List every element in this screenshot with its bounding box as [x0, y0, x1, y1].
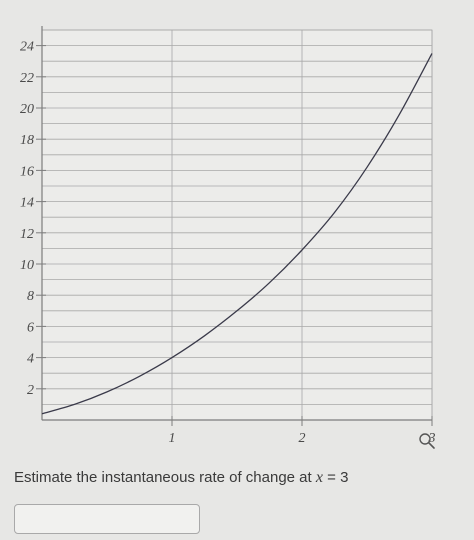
- series-line: [41, 53, 433, 415]
- chart-series: [41, 53, 433, 415]
- y-tick-label: 24: [20, 40, 34, 55]
- x-tick-label: 1: [169, 431, 176, 446]
- y-tick-label: 6: [27, 320, 34, 335]
- y-tick-label: 2: [27, 383, 34, 398]
- x-tick-label: 3: [428, 431, 436, 446]
- answer-input[interactable]: [14, 504, 200, 534]
- chart-axes: [41, 26, 432, 421]
- y-tick-label: 14: [20, 196, 34, 211]
- y-tick-label: 12: [20, 227, 34, 242]
- x-tick-label: 2: [299, 431, 306, 446]
- zoom-icon[interactable]: [418, 432, 436, 450]
- y-tick-label: 16: [20, 164, 34, 179]
- math-equals: =: [322, 469, 341, 486]
- y-tick-label: 18: [20, 133, 34, 148]
- y-tick-label: 20: [20, 102, 34, 117]
- math-value: 3: [340, 469, 349, 486]
- question-text: Estimate the instantaneous rate of chang…: [14, 469, 348, 487]
- chart-grid: [41, 29, 433, 421]
- question-prefix: Estimate the instantaneous rate of chang…: [14, 469, 316, 486]
- y-tick-label: 4: [27, 352, 34, 367]
- math-variable: x: [315, 469, 323, 486]
- y-tick-label: 8: [27, 289, 34, 304]
- y-tick-label: 22: [20, 71, 34, 86]
- y-tick-label: 10: [20, 258, 34, 273]
- plot-background: [42, 30, 432, 420]
